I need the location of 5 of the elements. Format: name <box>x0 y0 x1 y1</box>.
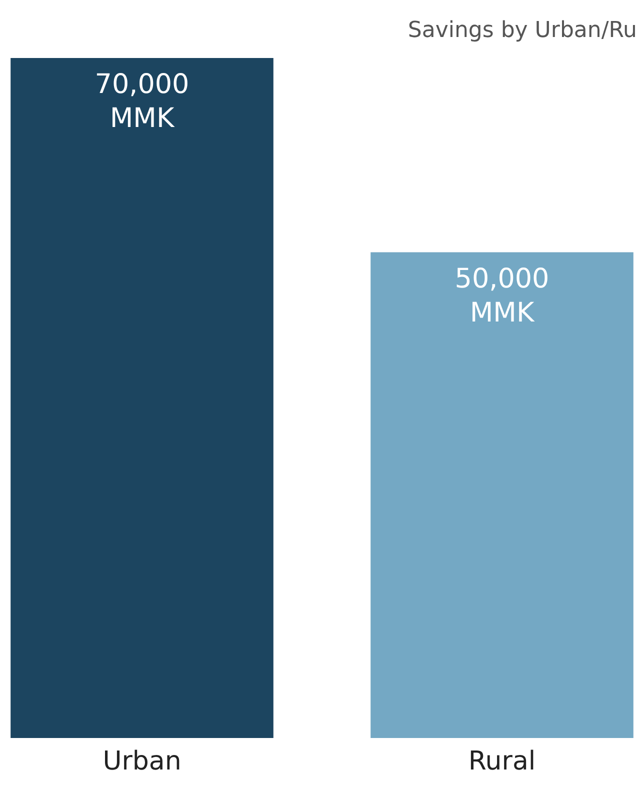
x-tick-label: Rural <box>468 746 536 776</box>
data-label: 50,000 MMK <box>454 263 550 328</box>
data-label: 70,000 MMK <box>94 69 190 134</box>
x-tick-label: Urban <box>102 746 182 776</box>
chart-title: Savings by Urban/Ru <box>408 18 637 43</box>
